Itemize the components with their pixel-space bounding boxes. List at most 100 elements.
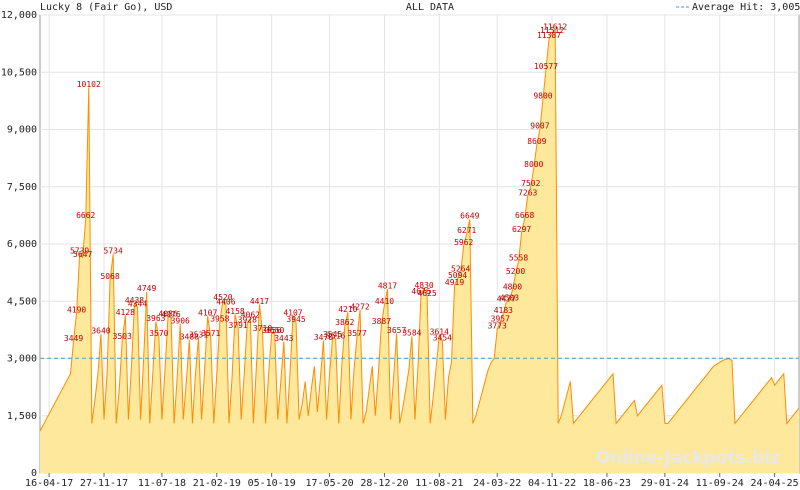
value-label: 3516 [326, 331, 345, 340]
value-label: 11512 [540, 26, 564, 35]
y-tick-label: 7,500 [7, 182, 37, 193]
value-label: 4128 [116, 308, 135, 317]
y-tick-label: 1,500 [7, 411, 37, 422]
chart-title: Lucky 8 (Fair Go), USD [40, 2, 172, 13]
value-label: 3945 [286, 315, 305, 324]
value-label: 4919 [445, 278, 464, 287]
y-tick-label: 12,000 [1, 10, 37, 21]
value-label: 8609 [527, 137, 546, 146]
value-label: 3650 [265, 326, 284, 335]
value-label: 4344 [128, 300, 147, 309]
value-label: 4417 [250, 297, 269, 306]
value-label: 4477 [497, 295, 516, 304]
value-label: 3640 [91, 327, 110, 336]
value-label: 4410 [375, 297, 394, 306]
value-label: 3773 [488, 321, 507, 330]
value-label: 3488 [180, 332, 199, 341]
value-label: 5094 [448, 271, 467, 280]
value-label: 4749 [137, 284, 156, 293]
value-label: 3584 [402, 329, 421, 338]
value-label: 10102 [77, 80, 101, 89]
value-label: 10577 [534, 62, 558, 71]
value-label: 3454 [433, 334, 452, 343]
value-label: 4817 [378, 282, 397, 291]
value-label: 4107 [198, 309, 217, 318]
x-tick-label: 24-04-25 [751, 478, 799, 489]
value-label: 4676 [411, 287, 430, 296]
value-label: 4520 [213, 293, 232, 302]
value-label: 9800 [533, 91, 552, 100]
value-label: 4107 [283, 309, 302, 318]
value-label: 5647 [73, 250, 92, 259]
value-label: 3570 [149, 329, 168, 338]
area-line [39, 28, 800, 432]
value-label: 4800 [503, 282, 522, 291]
value-label: 4438 [125, 296, 144, 305]
x-tick-label: 11-08-21 [415, 478, 463, 489]
x-tick-label: 04-11-22 [528, 478, 576, 489]
value-label: 4076 [161, 310, 180, 319]
value-label: 3963 [146, 314, 165, 323]
value-label: 3957 [491, 314, 510, 323]
value-label: 3571 [201, 329, 220, 338]
value-label: 4210 [338, 305, 357, 314]
value-label: 4406 [216, 297, 235, 306]
value-label: 3449 [64, 334, 83, 343]
x-tick-label: 17-05-20 [305, 478, 353, 489]
value-label: 3470 [314, 333, 333, 342]
y-tick-label: 10,500 [1, 67, 37, 78]
value-label: 5558 [509, 253, 528, 262]
value-label: 3887 [372, 317, 391, 326]
value-label: 4503 [500, 294, 519, 303]
watermark: Online-Jackpots.biz [595, 448, 780, 468]
value-label: 4086 [158, 310, 177, 319]
x-tick-label: 28-12-20 [360, 478, 408, 489]
y-tick-label: 6,000 [7, 239, 37, 250]
value-label: 5200 [506, 267, 525, 276]
value-label: 3906 [171, 316, 190, 325]
y-tick-label: 4,500 [7, 296, 37, 307]
value-label: 11387 [537, 31, 561, 40]
value-label: 3862 [335, 318, 354, 327]
y-tick-label: 9,000 [7, 125, 37, 136]
x-tick-label: 05-10-19 [248, 478, 296, 489]
value-label: 3545 [323, 330, 342, 339]
x-tick-label: 29-01-24 [641, 478, 689, 489]
y-tick-label: 0 [31, 468, 37, 479]
value-label: 5962 [454, 238, 473, 247]
value-label: 4272 [350, 302, 369, 311]
value-label: 3657 [387, 326, 406, 335]
value-label: 3656 [262, 326, 281, 335]
value-label: 3531 [189, 331, 208, 340]
x-tick-label: 18-06-23 [583, 478, 631, 489]
area-fill [40, 29, 799, 474]
value-label: 6271 [457, 226, 476, 235]
value-label: 3503 [113, 332, 132, 341]
value-label: 3710 [253, 324, 272, 333]
value-label: 5739 [70, 246, 89, 255]
value-label: 6649 [460, 212, 479, 221]
value-label: 3577 [347, 329, 366, 338]
value-label: 4625 [417, 289, 436, 298]
value-label: 6297 [512, 225, 531, 234]
x-tick-label: 11-09-24 [696, 478, 744, 489]
value-label: 3928 [238, 316, 257, 325]
value-label: 3443 [274, 334, 293, 343]
value-label: 5264 [451, 265, 470, 274]
x-tick-label: 21-02-19 [193, 478, 241, 489]
value-label: 4158 [225, 307, 244, 316]
legend-label: Average Hit: 3,005 [692, 2, 800, 13]
value-label: 7502 [521, 179, 540, 188]
value-label: 8000 [524, 160, 543, 169]
value-label: 3614 [430, 328, 449, 337]
value-label: 6662 [76, 211, 95, 220]
value-label: 6668 [515, 211, 534, 220]
x-tick-label: 16-04-17 [25, 478, 73, 489]
chart-subtitle: ALL DATA [406, 2, 454, 13]
value-label: 9007 [530, 122, 549, 131]
y-tick-label: 3,000 [7, 354, 37, 365]
value-label: 3791 [228, 321, 247, 330]
value-label: 5734 [104, 247, 123, 256]
